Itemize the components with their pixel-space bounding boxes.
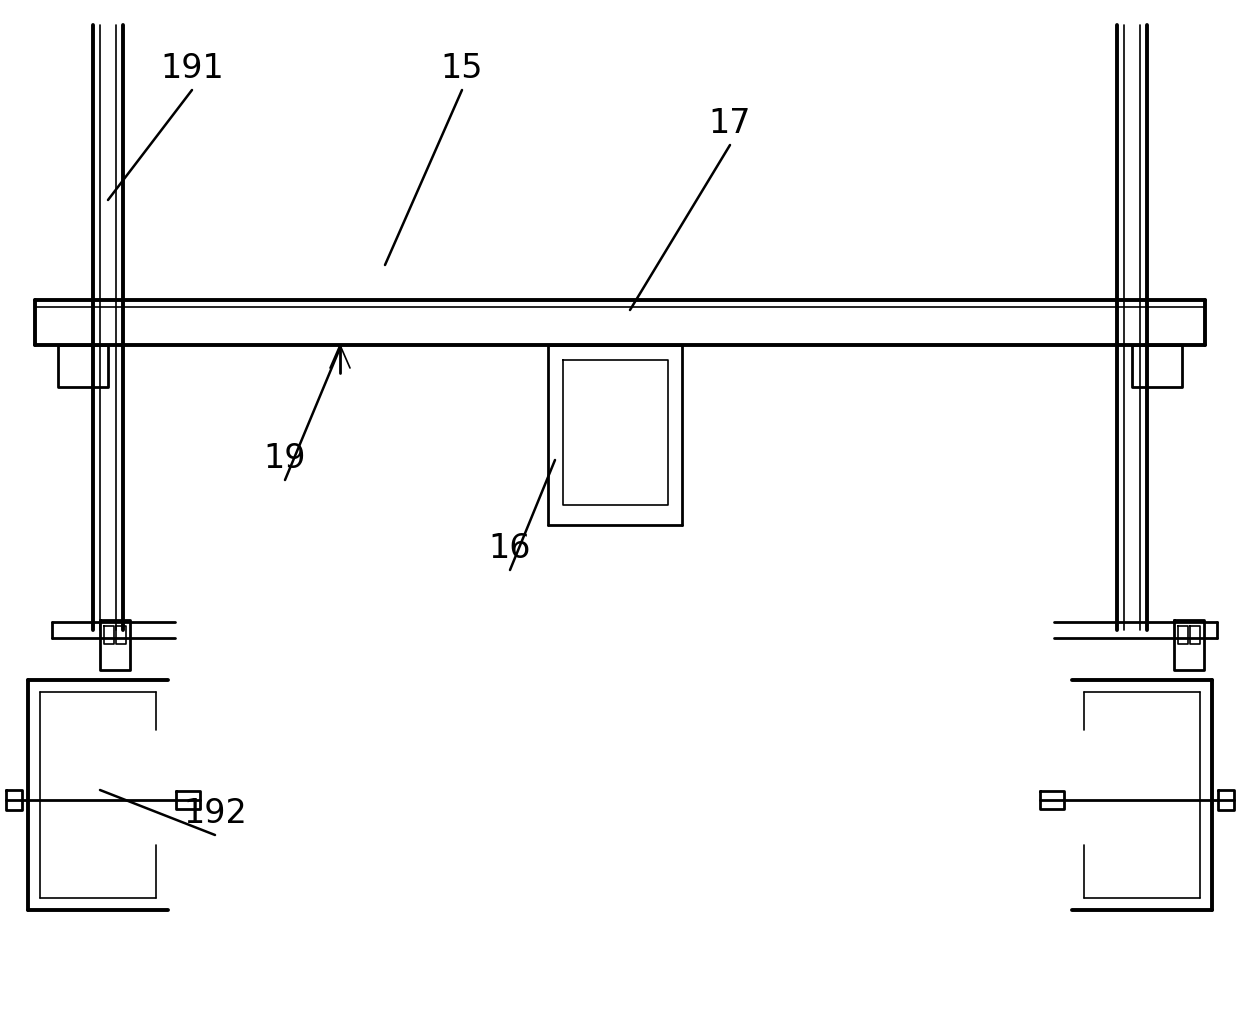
Text: 192: 192 (184, 797, 247, 830)
Text: 16: 16 (489, 532, 531, 565)
Text: 19: 19 (264, 442, 306, 475)
Polygon shape (1218, 790, 1234, 810)
Text: 191: 191 (160, 52, 224, 85)
Text: 17: 17 (709, 107, 751, 140)
Text: 15: 15 (440, 52, 484, 85)
Polygon shape (176, 791, 200, 809)
Polygon shape (6, 790, 22, 810)
Polygon shape (1040, 791, 1064, 809)
